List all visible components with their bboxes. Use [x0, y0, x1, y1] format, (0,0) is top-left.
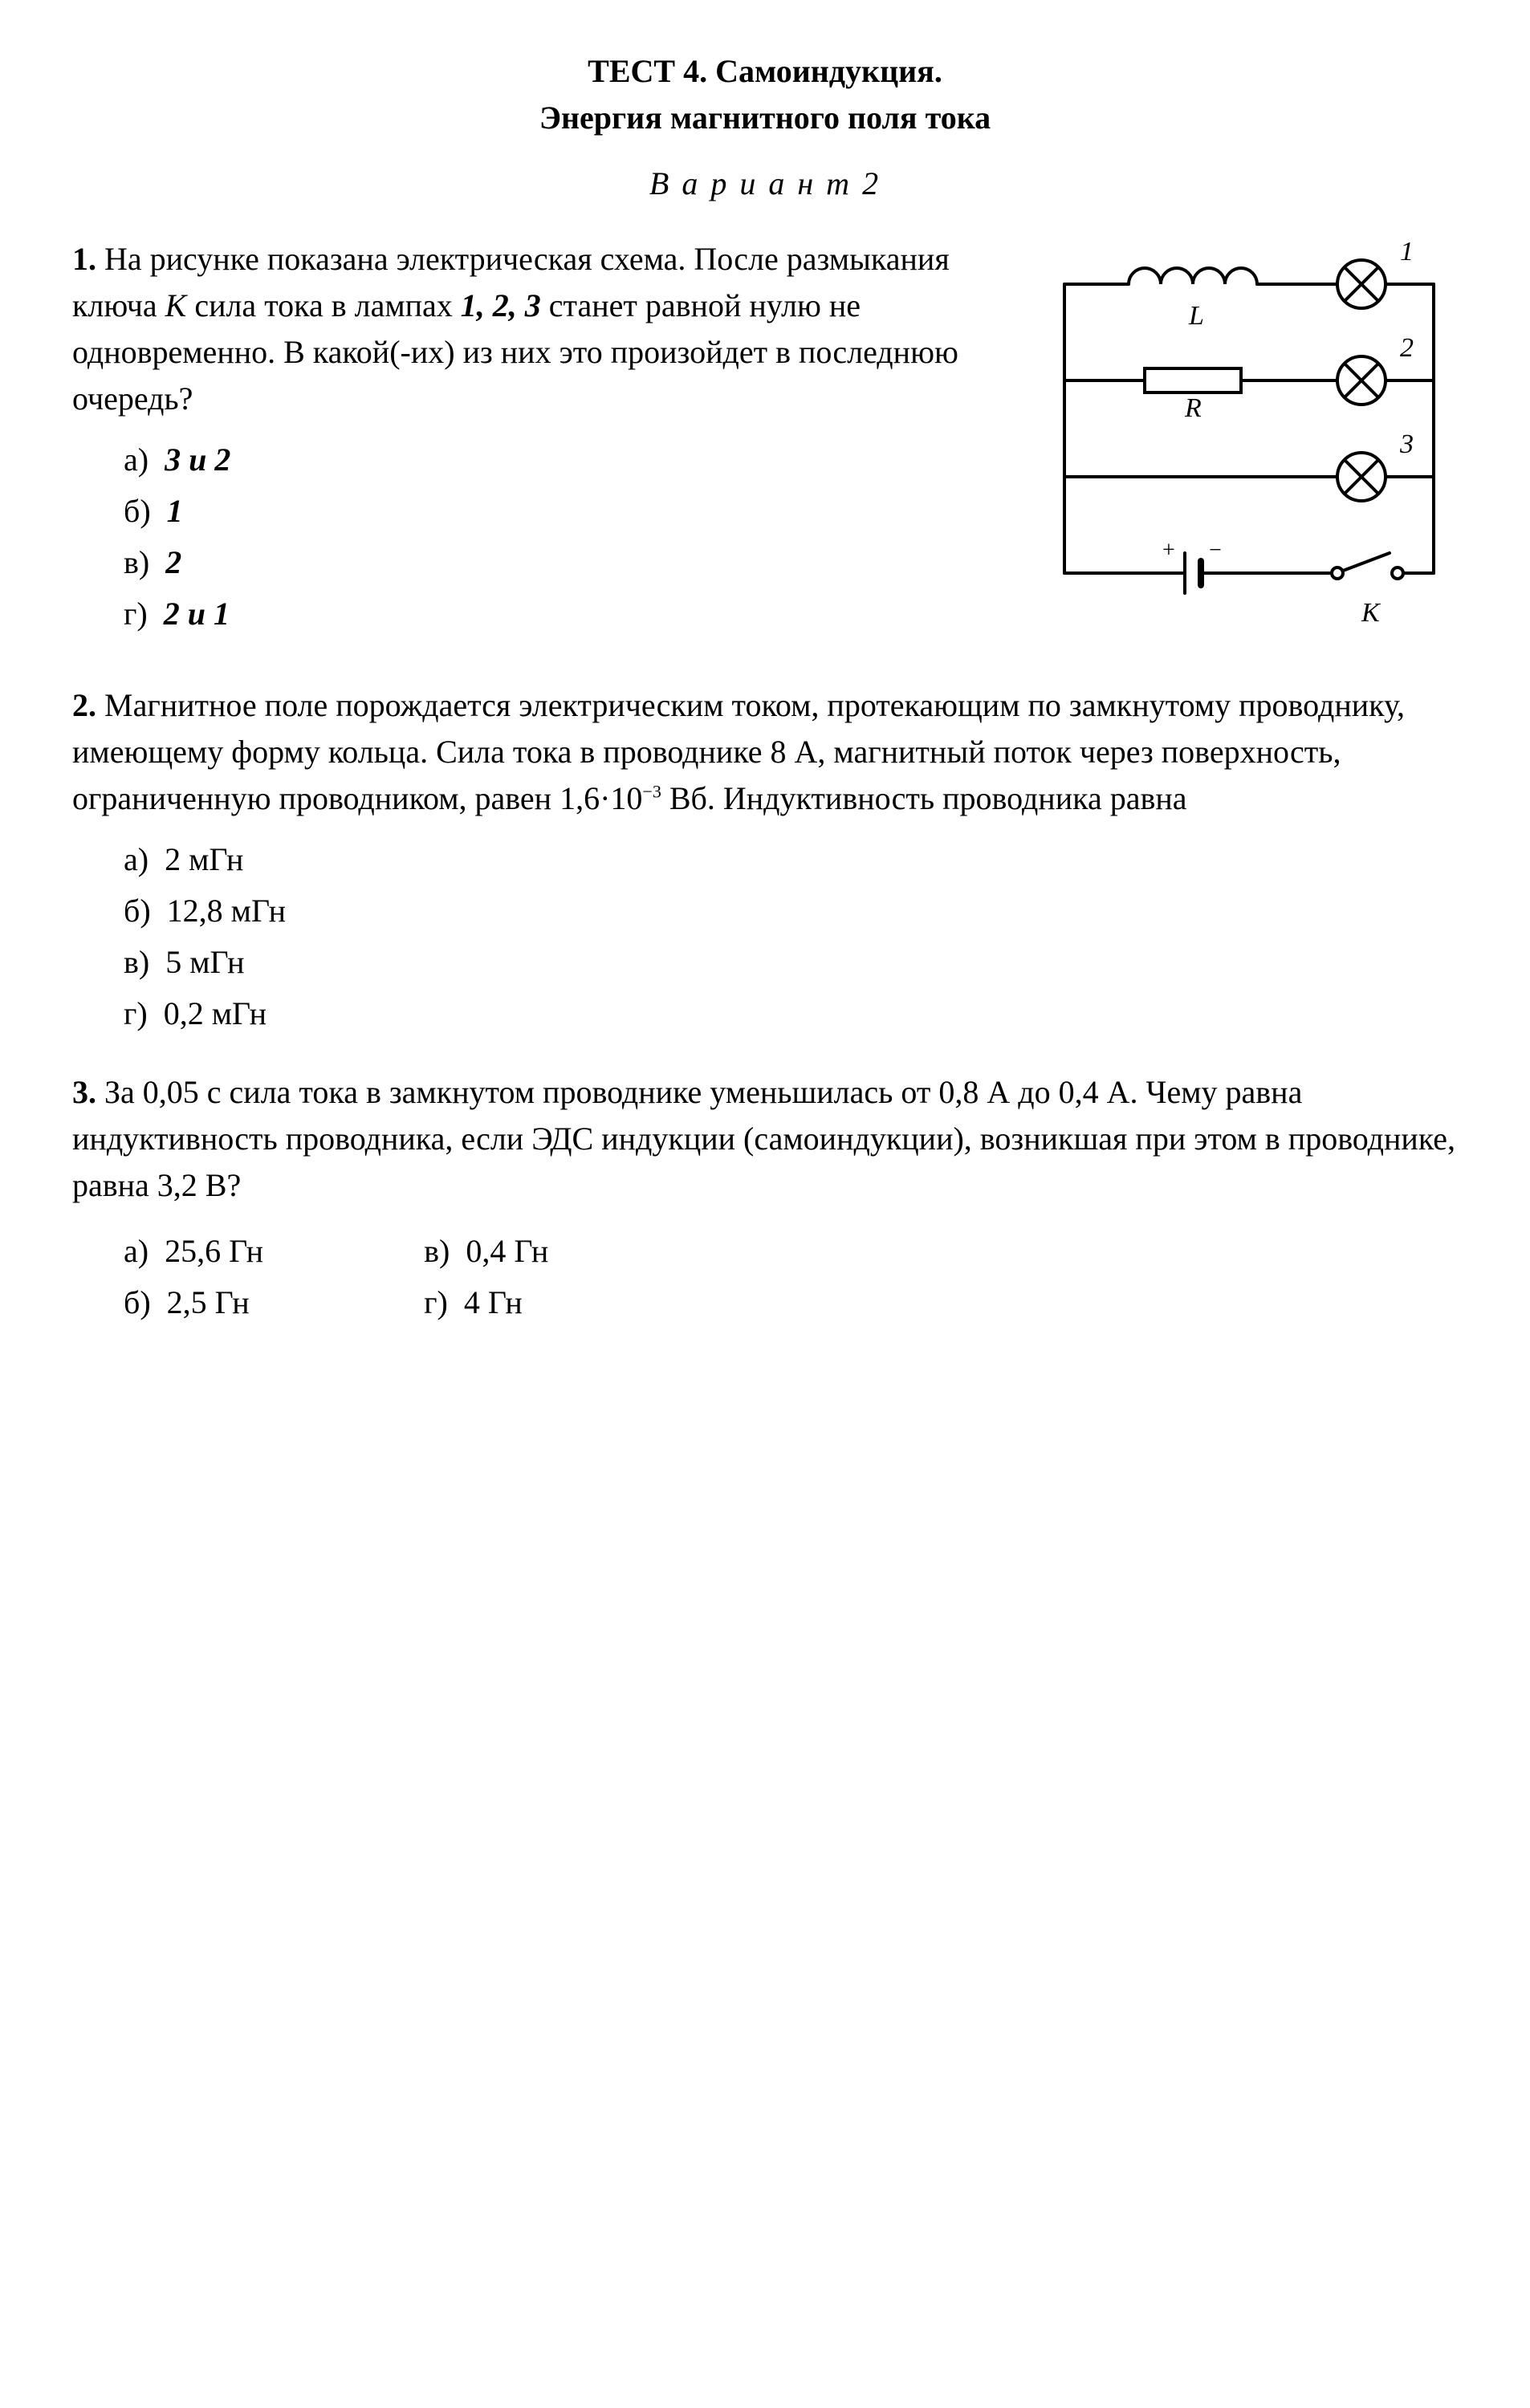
- q1-opt-b-value: 1: [167, 493, 183, 529]
- label-K: K: [1361, 598, 1381, 628]
- label-2: 2: [1400, 333, 1414, 363]
- label-3: 3: [1399, 429, 1414, 459]
- q1-K: K: [165, 287, 187, 323]
- q3-opt-d-value: 4 Гн: [464, 1284, 523, 1320]
- q3-number: 3.: [72, 1074, 96, 1110]
- q1-lamps: 1, 2, 3: [461, 287, 541, 323]
- q2-opt-b-value: 12,8 мГн: [167, 893, 286, 929]
- label-minus: −: [1209, 538, 1222, 563]
- q1-opt-c-value: 2: [165, 544, 181, 580]
- question-2: 2. Магнитное поле порождается электричес…: [72, 682, 1458, 1037]
- variant-label: В а р и а н т 2: [72, 161, 1458, 207]
- q2-number: 2.: [72, 687, 96, 723]
- q3-opt-b-label: б): [124, 1284, 151, 1320]
- q1-opt-d-label: г): [124, 596, 148, 632]
- q1-text-p2: сила тока в лампах: [186, 287, 460, 323]
- q1-number: 1.: [72, 241, 96, 277]
- page-title-line1: ТЕСТ 4. Самоиндукция.: [72, 48, 1458, 95]
- q3-opt-c-label: в): [424, 1233, 450, 1269]
- label-R: R: [1184, 393, 1202, 423]
- q1-opt-c-label: в): [124, 544, 149, 580]
- q1-opt-a-label: а): [124, 441, 149, 478]
- q3-opt-b-value: 2,5 Гн: [167, 1284, 250, 1320]
- label-L: L: [1188, 301, 1204, 331]
- q1-opt-d-value: 2 и 1: [164, 596, 230, 632]
- q2-opt-a-label: а): [124, 841, 149, 877]
- question-1: 1. На рисунке показана электрическая схе…: [72, 236, 1458, 650]
- q3-opt-a-value: 25,6 Гн: [165, 1233, 263, 1269]
- q2-text-p2: Вб. Индуктивность проводника равна: [661, 780, 1187, 816]
- q3-text: За 0,05 с сила тока в замкнутом проводни…: [72, 1074, 1455, 1203]
- circuit-diagram: L R K 1 2 3 + −: [1040, 236, 1458, 650]
- q2-opt-b-label: б): [124, 893, 151, 929]
- q2-opt-c-value: 5 мГн: [165, 944, 244, 980]
- label-plus: +: [1162, 538, 1175, 563]
- q2-opt-c-label: в): [124, 944, 149, 980]
- q3-opt-c-value: 0,4 Гн: [466, 1233, 548, 1269]
- q2-opt-a-value: 2 мГн: [165, 841, 243, 877]
- q2-opt-d-value: 0,2 мГн: [164, 995, 267, 1031]
- q1-opt-a-value: 3 и 2: [165, 441, 230, 478]
- q3-opt-a-label: а): [124, 1233, 149, 1269]
- q1-opt-b-label: б): [124, 493, 151, 529]
- q2-exp: −3: [642, 782, 661, 802]
- label-1: 1: [1400, 237, 1414, 266]
- question-3: 3. За 0,05 с сила тока в замкнутом прово…: [72, 1069, 1458, 1331]
- page-title-line2: Энергия магнитного поля тока: [72, 95, 1458, 141]
- q3-opt-d-label: г): [424, 1284, 448, 1320]
- q2-opt-d-label: г): [124, 995, 148, 1031]
